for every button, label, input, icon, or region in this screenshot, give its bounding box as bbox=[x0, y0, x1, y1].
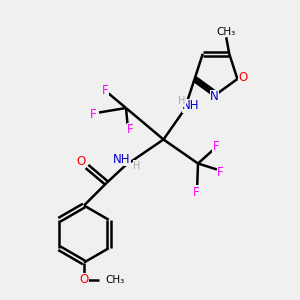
Text: F: F bbox=[127, 123, 134, 136]
Text: F: F bbox=[193, 185, 200, 199]
Text: O: O bbox=[80, 273, 88, 286]
Text: F: F bbox=[213, 140, 219, 154]
Text: O: O bbox=[76, 154, 85, 168]
Text: CH₃: CH₃ bbox=[217, 27, 236, 37]
Text: H: H bbox=[178, 96, 186, 106]
Text: F: F bbox=[217, 166, 224, 179]
Text: NH: NH bbox=[182, 99, 200, 112]
Text: F: F bbox=[102, 83, 108, 97]
Text: O: O bbox=[238, 71, 248, 84]
Text: H: H bbox=[134, 160, 141, 171]
Text: N: N bbox=[210, 90, 219, 103]
Text: NH: NH bbox=[113, 152, 131, 166]
Text: F: F bbox=[90, 107, 96, 121]
Text: CH₃: CH₃ bbox=[106, 274, 125, 285]
